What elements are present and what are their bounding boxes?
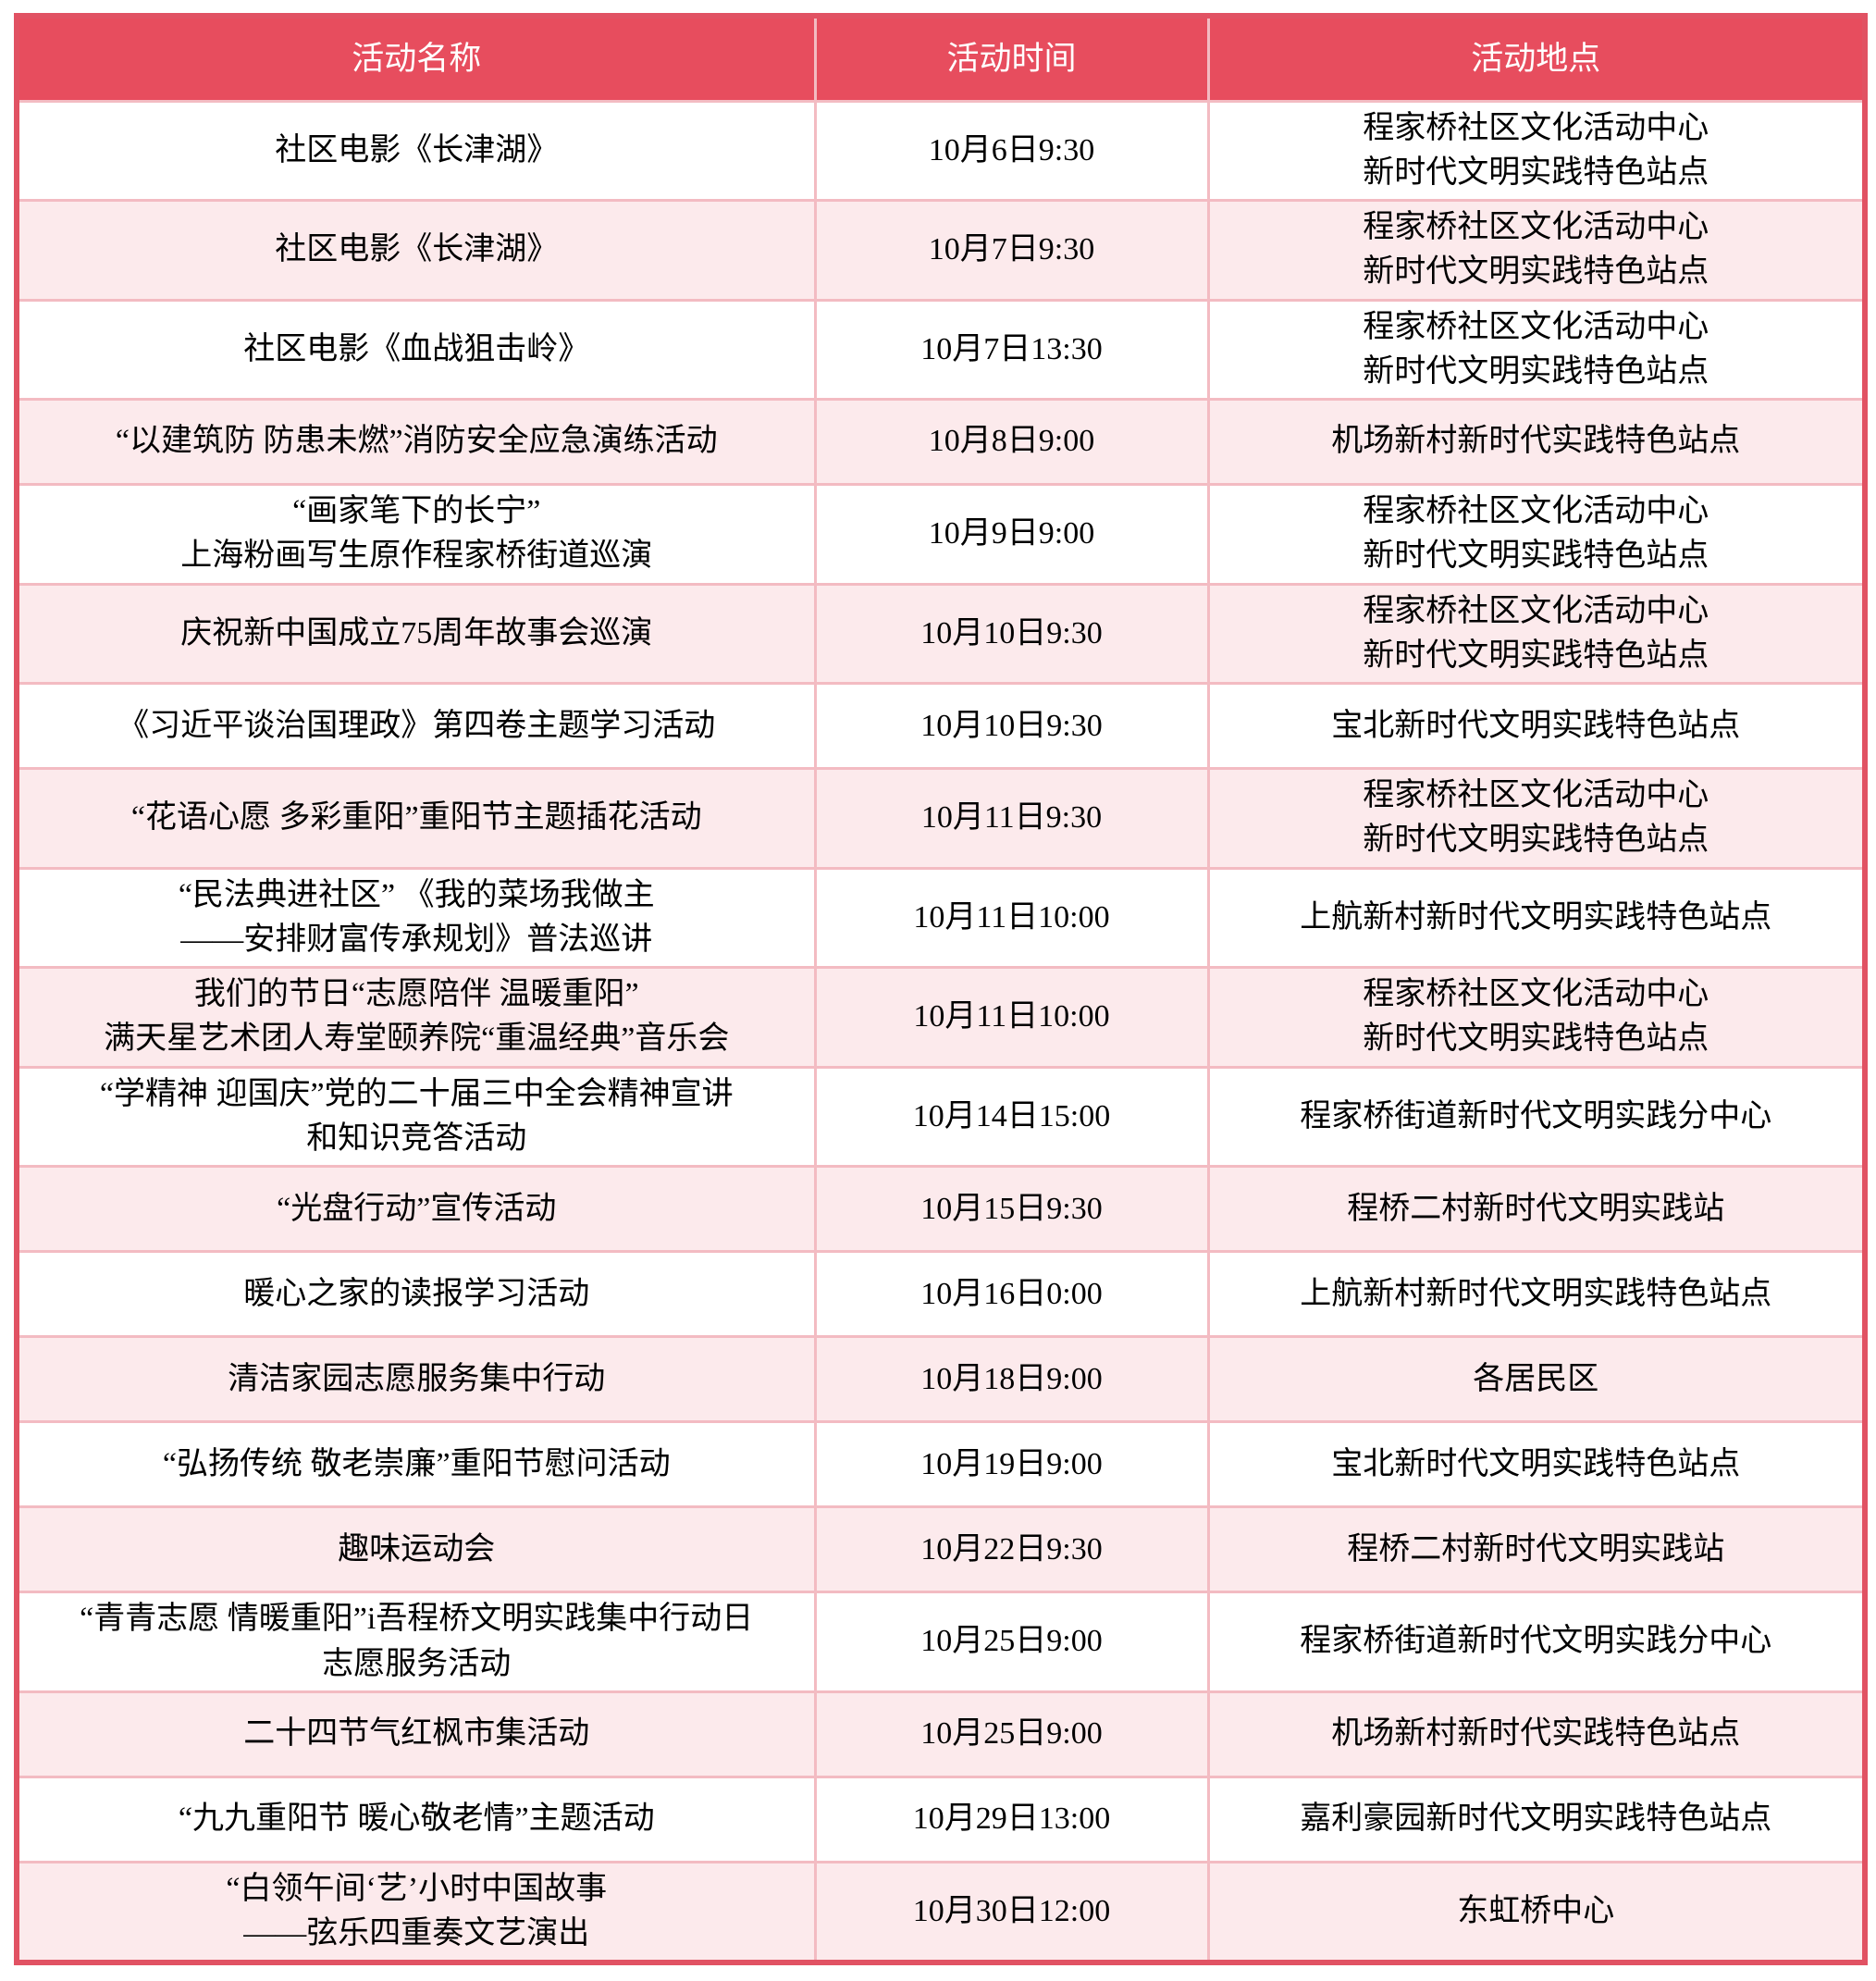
activity-name-cell: “学精神 迎国庆”党的二十届三中全会精神宣讲 和知识竞答活动 [15, 1065, 817, 1169]
table-row: “光盘行动”宣传活动 10月15日9:30 程桥二村新时代文明实践站 [15, 1165, 1867, 1254]
activity-location-cell: 程家桥社区文化活动中心 新时代文明实践特色站点 [1206, 966, 1867, 1069]
activity-name-cell: 暖心之家的读报学习活动 [15, 1250, 817, 1339]
activity-name-cell: 庆祝新中国成立75周年故事会巡演 [15, 582, 817, 686]
table-row: 社区电影《血战狙击岭》 10月7日13:30 程家桥社区文化活动中心 新时代文明实践特… [15, 298, 1867, 402]
activity-time-cell: 10月29日13:00 [813, 1775, 1210, 1863]
activity-name-cell: “白领午间‘艺’小时中国故事 ——弦乐四重奏文艺演出 [15, 1860, 817, 1964]
activity-name-cell: 社区电影《长津湖》 [15, 199, 817, 302]
table-row: 社区电影《长津湖》 10月6日9:30 程家桥社区文化活动中心 新时代文明实践特色站点 [15, 99, 1867, 203]
activity-name-cell: “九九重阳节 暖心敬老情”主题活动 [15, 1775, 817, 1863]
activity-location-cell: 程家桥社区文化活动中心 新时代文明实践特色站点 [1206, 582, 1867, 686]
table-row: 二十四节气红枫市集活动 10月25日9:00 机场新村新时代实践特色站点 [15, 1690, 1867, 1778]
activity-time-cell: 10月30日12:00 [813, 1860, 1210, 1964]
activity-time-cell: 10月16日0:00 [813, 1250, 1210, 1339]
table-row: “学精神 迎国庆”党的二十届三中全会精神宣讲 和知识竞答活动 10月14日15:00… [15, 1065, 1867, 1169]
activity-location-cell: 程家桥社区文化活动中心 新时代文明实践特色站点 [1206, 99, 1867, 203]
activity-name-cell: 社区电影《长津湖》 [15, 99, 817, 203]
activity-time-cell: 10月11日9:30 [813, 767, 1210, 870]
activity-time-cell: 10月15日9:30 [813, 1165, 1210, 1254]
table-row: 趣味运动会 10月22日9:30 程桥二村新时代文明实践站 [15, 1505, 1867, 1594]
table-row: “画家笔下的长宁” 上海粉画写生原作程家桥街道巡演 10月9日9:00 程家桥社区文化… [15, 483, 1867, 586]
activity-name-cell: “弘扬传统 敬老崇廉”重阳节慰问活动 [15, 1420, 817, 1509]
table-row: “民法典进社区” 《我的菜场我做主 ——安排财富传承规划》普法巡讲 10月11日10… [15, 866, 1867, 970]
activity-location-cell: 程家桥社区文化活动中心 新时代文明实践特色站点 [1206, 298, 1867, 402]
activity-location-cell: 程桥二村新时代文明实践站 [1206, 1165, 1867, 1254]
activity-table: 活动名称 活动时间 活动地点 社区电影《长津湖》 10月6日9:30 程家桥社区文化… [14, 13, 1868, 1966]
activity-name-cell: “民法典进社区” 《我的菜场我做主 ——安排财富传承规划》普法巡讲 [15, 866, 817, 970]
activity-time-cell: 10月6日9:30 [813, 99, 1210, 203]
activity-name-cell: 清洁家园志愿服务集中行动 [15, 1335, 817, 1424]
activity-location-cell: 东虹桥中心 [1206, 1860, 1867, 1964]
activity-time-cell: 10月7日13:30 [813, 298, 1210, 402]
activity-time-cell: 10月18日9:00 [813, 1335, 1210, 1424]
table-row: 庆祝新中国成立75周年故事会巡演 10月10日9:30 程家桥社区文化活动中心 新时代… [15, 582, 1867, 686]
table-row: “白领午间‘艺’小时中国故事 ——弦乐四重奏文艺演出 10月30日12:00 东虹桥中… [15, 1860, 1867, 1964]
column-header-activity-time: 活动时间 [813, 14, 1210, 103]
activity-time-cell: 10月7日9:30 [813, 199, 1210, 302]
activity-time-cell: 10月11日10:00 [813, 866, 1210, 970]
activity-name-cell: “光盘行动”宣传活动 [15, 1165, 817, 1254]
activity-name-cell: “花语心愿 多彩重阳”重阳节主题插花活动 [15, 767, 817, 870]
activity-location-cell: 宝北新时代文明实践特色站点 [1206, 1420, 1867, 1509]
activity-location-cell: 上航新村新时代文明实践特色站点 [1206, 1250, 1867, 1339]
activity-time-cell: 10月14日15:00 [813, 1065, 1210, 1169]
activity-location-cell: 程家桥街道新时代文明实践分中心 [1206, 1065, 1867, 1169]
activity-time-cell: 10月25日9:00 [813, 1591, 1210, 1693]
activity-location-cell: 程家桥街道新时代文明实践分中心 [1206, 1591, 1867, 1693]
activity-time-cell: 10月10日9:30 [813, 582, 1210, 686]
activity-location-cell: 宝北新时代文明实践特色站点 [1206, 682, 1867, 771]
activity-location-cell: 程家桥社区文化活动中心 新时代文明实践特色站点 [1206, 199, 1867, 302]
table-row: 暖心之家的读报学习活动 10月16日0:00 上航新村新时代文明实践特色站点 [15, 1250, 1867, 1339]
activity-table-body: 社区电影《长津湖》 10月6日9:30 程家桥社区文化活动中心 新时代文明实践特色站点… [15, 99, 1867, 1964]
table-row: 《习近平谈治国理政》第四卷主题学习活动 10月10日9:30 宝北新时代文明实践特色… [15, 682, 1867, 771]
activity-name-cell: “青青志愿 情暖重阳”i吾程桥文明实践集中行动日 志愿服务活动 [15, 1591, 817, 1693]
activity-name-cell: 二十四节气红枫市集活动 [15, 1690, 817, 1778]
table-row: 我们的节日“志愿陪伴 温暖重阳” 满天星艺术团人寿堂颐养院“重温经典”音乐会 10月… [15, 966, 1867, 1069]
activity-location-cell: 嘉利豪园新时代文明实践特色站点 [1206, 1775, 1867, 1863]
activity-location-cell: 上航新村新时代文明实践特色站点 [1206, 866, 1867, 970]
activity-name-cell: “以建筑防 防患未燃”消防安全应急演练活动 [15, 398, 817, 487]
table-row: “以建筑防 防患未燃”消防安全应急演练活动 10月8日9:00 机场新村新时代实践特… [15, 398, 1867, 487]
activity-name-cell: 趣味运动会 [15, 1505, 817, 1594]
activity-time-cell: 10月10日9:30 [813, 682, 1210, 771]
activity-time-cell: 10月25日9:00 [813, 1690, 1210, 1778]
activity-time-cell: 10月19日9:00 [813, 1420, 1210, 1509]
column-header-activity-location: 活动地点 [1206, 14, 1867, 103]
activity-location-cell: 程家桥社区文化活动中心 新时代文明实践特色站点 [1206, 767, 1867, 870]
table-row: “花语心愿 多彩重阳”重阳节主题插花活动 10月11日9:30 程家桥社区文化活动中… [15, 767, 1867, 870]
table-row: “青青志愿 情暖重阳”i吾程桥文明实践集中行动日 志愿服务活动 10月25日9:00… [15, 1591, 1867, 1693]
activity-location-cell: 机场新村新时代实践特色站点 [1206, 398, 1867, 487]
table-row: “弘扬传统 敬老崇廉”重阳节慰问活动 10月19日9:00 宝北新时代文明实践特色站… [15, 1420, 1867, 1509]
activity-name-cell: 《习近平谈治国理政》第四卷主题学习活动 [15, 682, 817, 771]
activity-time-cell: 10月11日10:00 [813, 966, 1210, 1069]
activity-name-cell: “画家笔下的长宁” 上海粉画写生原作程家桥街道巡演 [15, 483, 817, 586]
header-row: 活动名称 活动时间 活动地点 [15, 14, 1867, 103]
activity-time-cell: 10月22日9:30 [813, 1505, 1210, 1594]
table-row: 社区电影《长津湖》 10月7日9:30 程家桥社区文化活动中心 新时代文明实践特色站点 [15, 199, 1867, 302]
activity-table-wrapper: 活动名称 活动时间 活动地点 社区电影《长津湖》 10月6日9:30 程家桥社区文化… [14, 13, 1868, 1966]
column-header-activity-name: 活动名称 [15, 14, 817, 103]
activity-location-cell: 程家桥社区文化活动中心 新时代文明实践特色站点 [1206, 483, 1867, 586]
table-row: “九九重阳节 暖心敬老情”主题活动 10月29日13:00 嘉利豪园新时代文明实践特… [15, 1775, 1867, 1863]
activity-time-cell: 10月8日9:00 [813, 398, 1210, 487]
activity-name-cell: 社区电影《血战狙击岭》 [15, 298, 817, 402]
table-row: 清洁家园志愿服务集中行动 10月18日9:00 各居民区 [15, 1335, 1867, 1424]
activity-location-cell: 各居民区 [1206, 1335, 1867, 1424]
activity-location-cell: 机场新村新时代实践特色站点 [1206, 1690, 1867, 1778]
activity-time-cell: 10月9日9:00 [813, 483, 1210, 586]
activity-location-cell: 程桥二村新时代文明实践站 [1206, 1505, 1867, 1594]
activity-name-cell: 我们的节日“志愿陪伴 温暖重阳” 满天星艺术团人寿堂颐养院“重温经典”音乐会 [15, 966, 817, 1069]
